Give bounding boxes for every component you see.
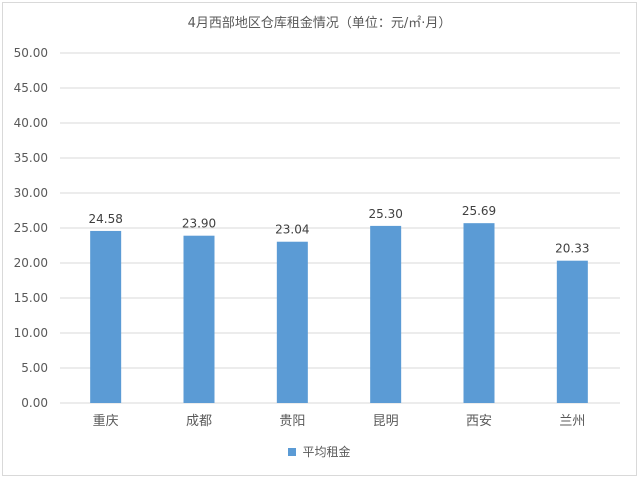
x-tick-label: 贵阳 <box>279 414 305 429</box>
data-label: 25.69 <box>462 204 496 218</box>
y-tick-label: 40.00 <box>14 116 48 130</box>
x-tick-label: 兰州 <box>559 414 585 429</box>
legend-label: 平均租金 <box>302 445 351 459</box>
bar <box>90 230 122 403</box>
y-tick-label: 20.00 <box>14 256 48 270</box>
chart-title: 4月西部地区仓库租金情况（单位：元/㎡·月） <box>187 16 452 31</box>
data-label: 23.90 <box>182 217 216 231</box>
bar <box>276 241 308 403</box>
y-tick-label: 45.00 <box>14 81 48 95</box>
y-tick-label: 15.00 <box>14 291 48 305</box>
x-tick-label: 昆明 <box>373 414 399 429</box>
bar <box>556 260 588 403</box>
data-label: 23.04 <box>275 223 309 237</box>
x-tick-label: 西安 <box>466 414 492 429</box>
data-label: 24.58 <box>88 212 122 226</box>
legend-swatch <box>288 447 297 456</box>
y-tick-label: 25.00 <box>14 221 48 235</box>
bar <box>463 223 495 403</box>
y-tick-label: 10.00 <box>14 326 48 340</box>
x-tick-label: 重庆 <box>93 413 119 429</box>
x-tick-label: 成都 <box>186 414 212 429</box>
bar <box>183 235 215 403</box>
y-tick-label: 30.00 <box>14 186 48 200</box>
bar <box>370 225 402 403</box>
legend: 平均租金 <box>0 443 639 460</box>
y-tick-label: 50.00 <box>14 46 48 60</box>
y-tick-label: 0.00 <box>21 396 48 410</box>
y-tick-label: 5.00 <box>21 361 48 375</box>
data-label: 20.33 <box>555 242 589 256</box>
y-tick-label: 35.00 <box>14 151 48 165</box>
data-label: 25.30 <box>368 207 402 221</box>
